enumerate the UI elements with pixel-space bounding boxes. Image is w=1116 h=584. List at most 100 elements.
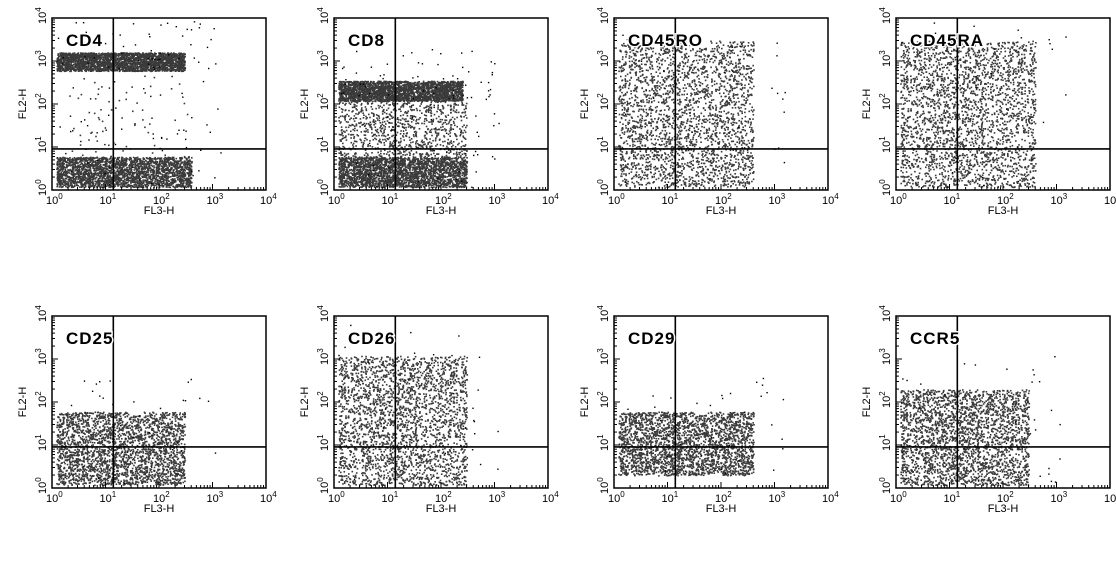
data-point (172, 178, 174, 181)
data-point (172, 163, 174, 165)
data-point (59, 69, 62, 71)
data-point (100, 68, 102, 70)
data-point (99, 164, 101, 167)
data-point (181, 161, 184, 164)
data-point (98, 69, 100, 72)
data-point (143, 179, 145, 182)
data-point (108, 65, 110, 67)
data-point (141, 59, 143, 61)
data-point (155, 173, 157, 176)
data-point (170, 172, 172, 174)
data-point (78, 157, 81, 160)
data-point (66, 61, 69, 63)
data-point (157, 68, 159, 70)
data-point (102, 167, 105, 170)
data-point (131, 54, 134, 56)
data-point (82, 55, 84, 58)
data-point (115, 172, 117, 175)
data-point (120, 166, 122, 169)
data-point (150, 168, 153, 171)
data-point (187, 166, 189, 168)
data-point (165, 183, 167, 185)
data-point (127, 66, 129, 68)
data-point (109, 170, 111, 172)
data-point (95, 61, 97, 64)
data-point (71, 163, 74, 166)
data-point (96, 54, 98, 56)
data-point (76, 63, 78, 66)
data-point (157, 179, 159, 182)
data-point (106, 65, 109, 67)
data-point (101, 62, 104, 65)
data-point (104, 161, 107, 163)
data-point (121, 159, 123, 161)
data-point (110, 181, 113, 183)
data-point (142, 160, 144, 162)
data-point (68, 160, 71, 163)
data-point (79, 157, 82, 160)
data-point (117, 170, 119, 172)
data-point (124, 62, 127, 65)
outlier-point (190, 44, 192, 46)
data-point (82, 55, 85, 58)
data-point (70, 66, 72, 69)
data-point (123, 56, 125, 59)
data-point (125, 163, 127, 165)
data-point (98, 168, 101, 170)
data-point (62, 166, 65, 168)
data-point (163, 64, 166, 67)
data-point (177, 176, 179, 179)
data-point (77, 185, 79, 187)
data-point (92, 156, 94, 159)
data-point (94, 167, 97, 169)
data-point (172, 68, 175, 71)
data-point (89, 170, 92, 173)
data-point (182, 176, 184, 179)
data-point (84, 158, 87, 160)
data-point (167, 173, 170, 175)
data-point (143, 165, 145, 167)
data-point (66, 67, 68, 69)
data-point (155, 169, 158, 171)
data-point (78, 175, 81, 178)
data-point (117, 62, 119, 65)
data-point (82, 185, 84, 187)
data-point (125, 64, 128, 67)
data-point (84, 175, 86, 177)
data-point (92, 58, 94, 60)
data-point (129, 68, 131, 70)
data-point (67, 68, 70, 70)
data-point (59, 174, 61, 177)
data-point (79, 166, 82, 168)
data-point (116, 161, 118, 164)
data-point (138, 58, 140, 60)
data-point (72, 171, 75, 173)
data-point (58, 182, 61, 185)
data-point (102, 69, 104, 72)
data-point (144, 163, 147, 166)
data-point (175, 61, 177, 63)
data-point (97, 64, 100, 67)
data-point (172, 59, 175, 61)
data-point (184, 173, 187, 176)
data-point (65, 57, 67, 60)
data-point (139, 174, 141, 176)
data-point (109, 62, 111, 64)
data-point (116, 166, 118, 168)
data-point (100, 60, 102, 63)
data-point (161, 183, 164, 185)
data-point (133, 69, 135, 71)
data-point (130, 161, 133, 164)
data-point (161, 66, 163, 69)
data-point (142, 163, 144, 165)
data-point (146, 186, 148, 188)
data-point (100, 165, 103, 168)
data-point (134, 179, 137, 181)
data-point (100, 171, 103, 173)
data-point (90, 164, 92, 166)
data-point (79, 54, 81, 57)
data-point (93, 169, 95, 172)
data-point (60, 61, 62, 63)
data-point (116, 157, 119, 159)
data-point (123, 55, 126, 58)
